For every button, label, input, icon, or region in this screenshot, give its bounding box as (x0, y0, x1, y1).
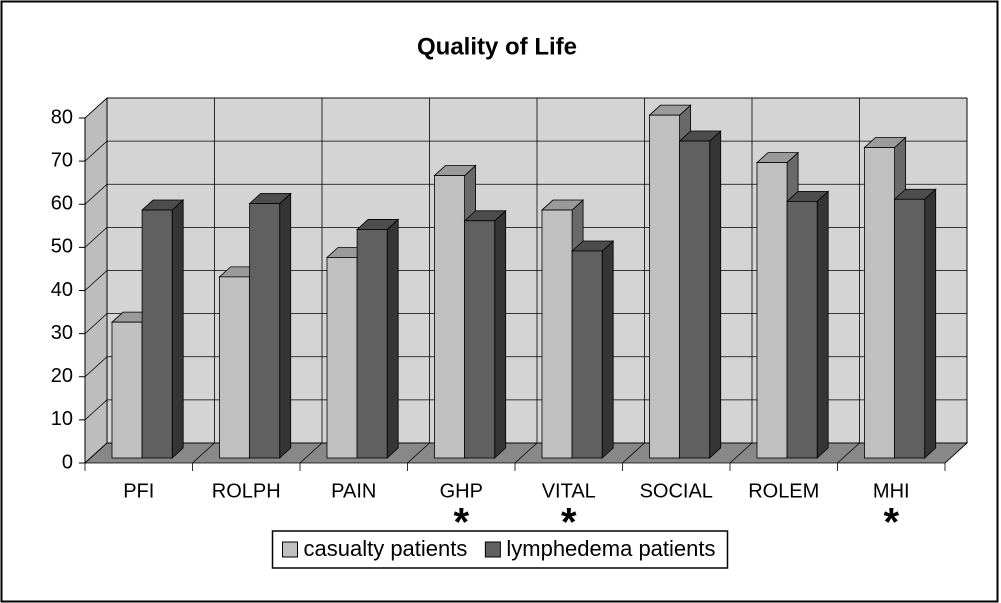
y-tick-label: 10 (51, 408, 73, 430)
y-tick-label: 0 (62, 451, 73, 473)
bar-front (326, 257, 358, 459)
bar-front (864, 147, 896, 459)
category-divider (837, 98, 860, 471)
annotation: * (883, 501, 899, 545)
legend-swatch (282, 541, 298, 558)
bar-front (571, 250, 603, 459)
bar (356, 218, 400, 459)
category-divider (944, 98, 968, 471)
x-tick-label: SOCIAL (640, 480, 713, 502)
bar (248, 192, 292, 459)
bar-front (756, 162, 788, 459)
legend-label: lymphedema patients (506, 536, 715, 561)
bar (463, 209, 507, 459)
bar-side (494, 209, 507, 459)
bar-side (279, 192, 292, 459)
bar (893, 188, 937, 459)
category-divider (84, 98, 108, 471)
y-tick-label: 70 (51, 149, 73, 171)
x-tick-label: PAIN (331, 480, 376, 502)
bar-side (816, 190, 829, 459)
category-divider (622, 98, 645, 471)
category-divider (192, 98, 215, 471)
category-divider (299, 98, 323, 471)
bar-side (709, 130, 722, 459)
chart-title: Quality of Life (417, 33, 577, 60)
bar-front (219, 276, 251, 459)
legend-swatch (484, 541, 501, 558)
y-tick-label: 50 (51, 236, 73, 258)
y-tick-label: 80 (51, 106, 73, 128)
legend: casualty patients lymphedema patients (271, 530, 729, 569)
x-tick-label: MHI (873, 480, 910, 502)
x-tick-label: ROLEM (748, 480, 819, 502)
bar (571, 240, 615, 459)
legend-label: casualty patients (304, 536, 468, 561)
bar (786, 190, 830, 459)
bar-front (434, 175, 466, 459)
x-tick-label: ROLPH (212, 480, 281, 502)
bar-front (786, 201, 818, 459)
y-tick-label: 20 (51, 365, 73, 387)
bar-side (171, 199, 184, 459)
bar-side (924, 188, 937, 459)
bar-front (894, 198, 926, 459)
category-divider (514, 98, 538, 471)
category-divider (729, 98, 753, 471)
bar-front (111, 321, 143, 459)
bar-front (249, 203, 281, 459)
x-tick-label: GHP (440, 480, 483, 502)
y-tick-label: 60 (51, 193, 73, 215)
bar-front (141, 209, 173, 459)
bar-front (464, 220, 496, 459)
y-tick-label: 40 (51, 279, 73, 301)
bar (678, 130, 722, 459)
bar-front (649, 114, 681, 459)
x-tick-label: PFI (123, 480, 154, 502)
bar-front (679, 140, 711, 459)
bar-side (386, 218, 399, 459)
bar-front (356, 229, 388, 459)
bar-front (541, 209, 573, 459)
category-divider (407, 98, 430, 471)
bar (141, 199, 185, 459)
bar-side (601, 240, 614, 459)
y-tick-label: 30 (51, 322, 73, 344)
x-tick-label: VITAL (542, 480, 596, 502)
